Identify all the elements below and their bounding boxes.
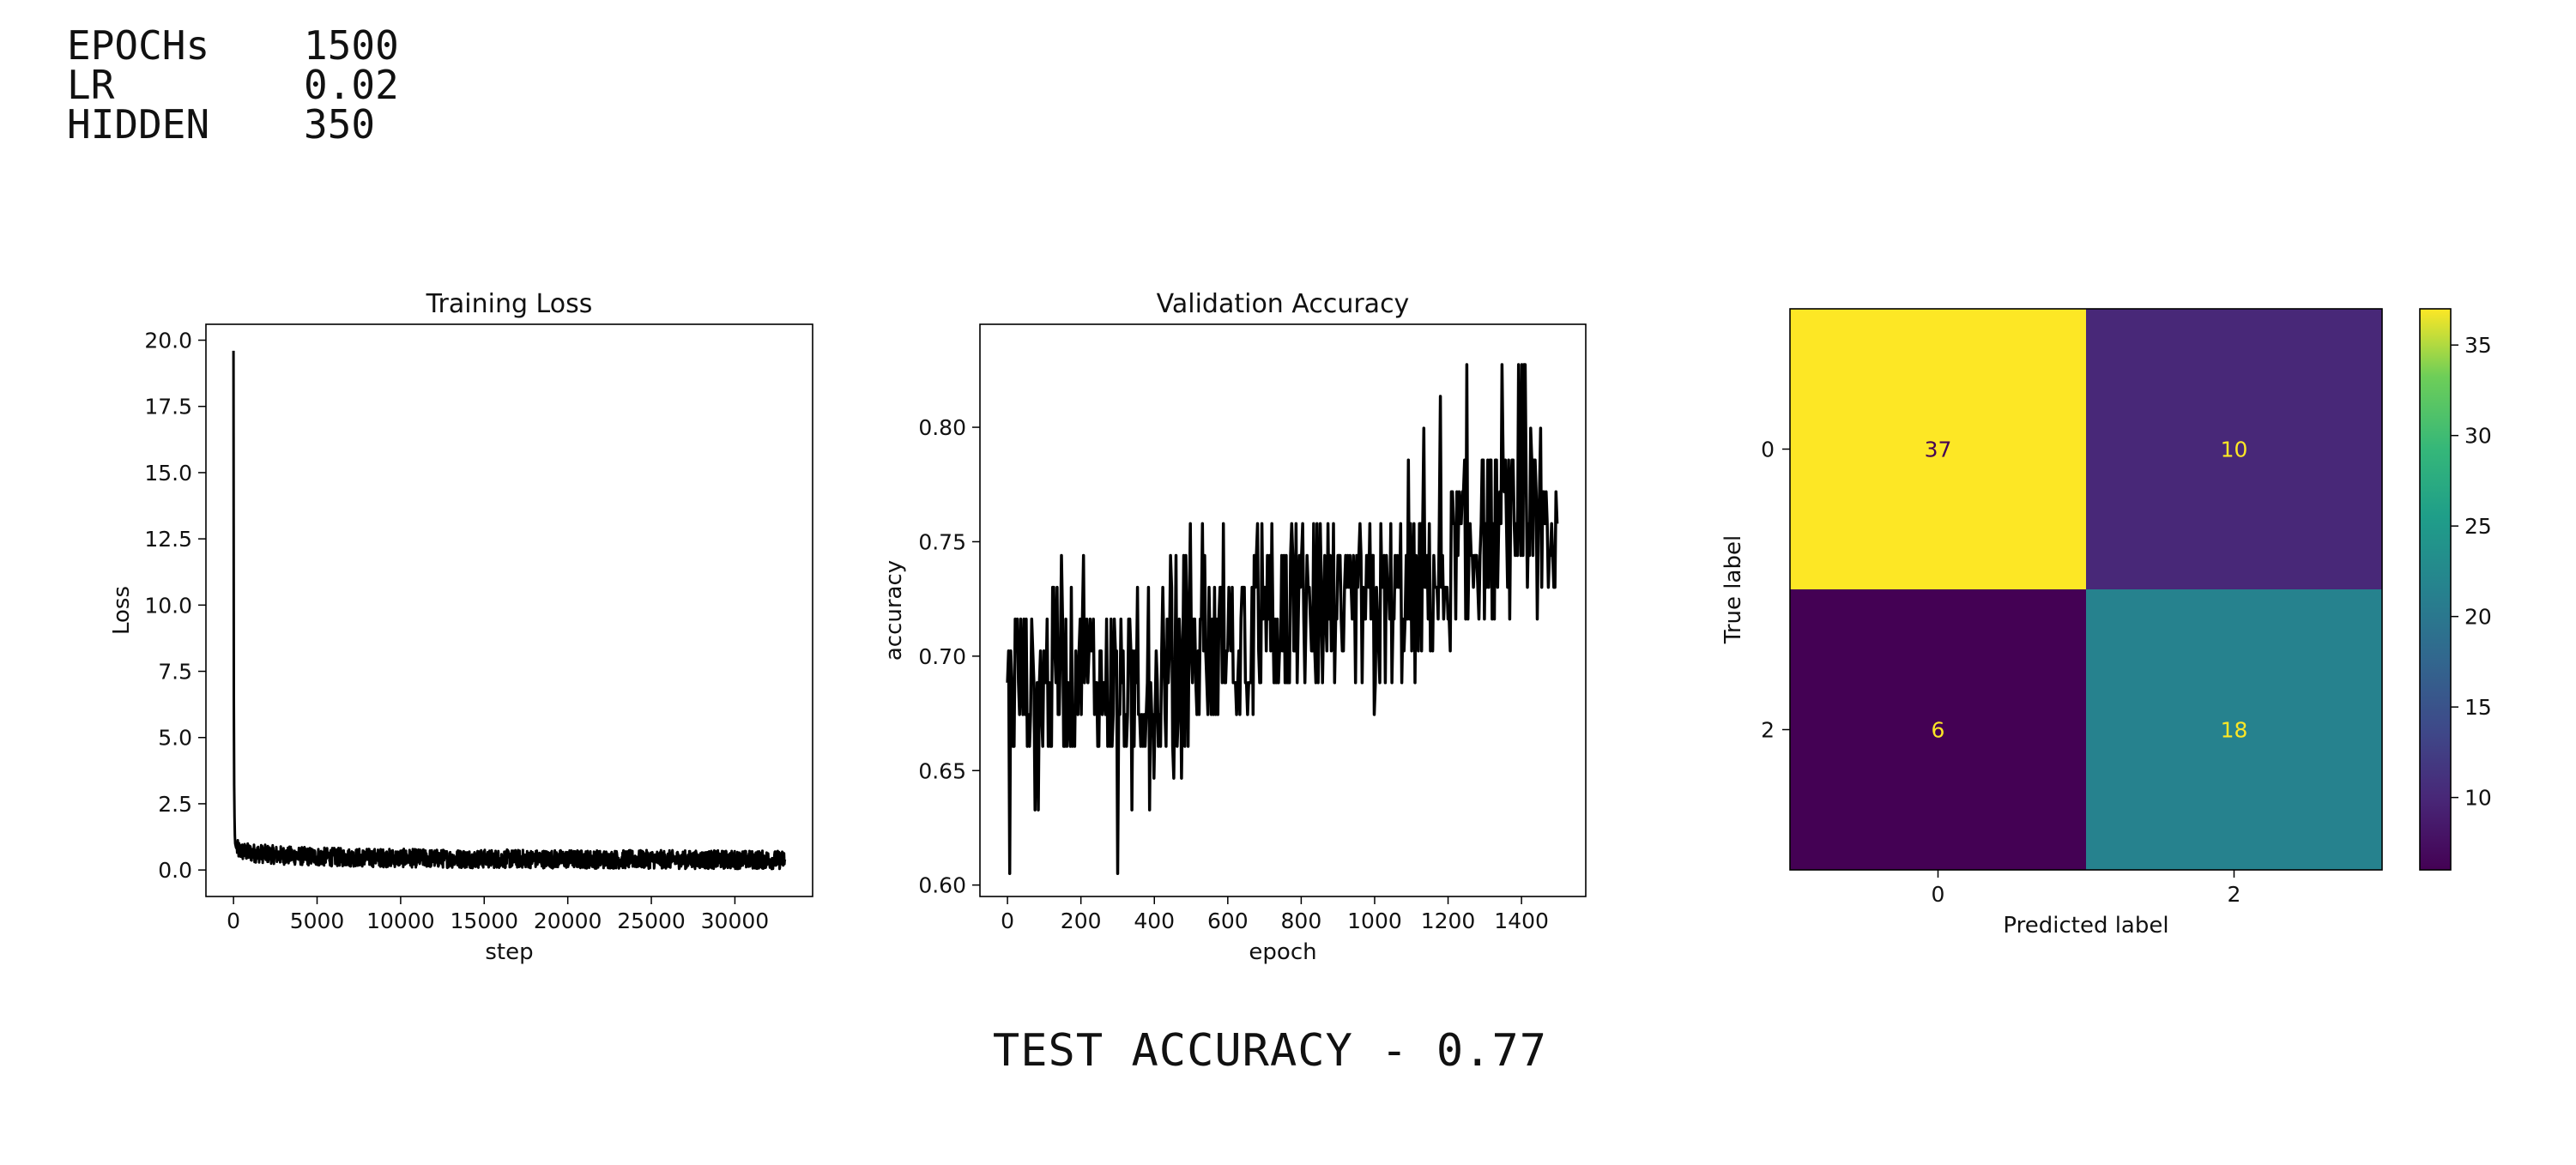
accuracy-xlabel: epoch [1249,939,1316,965]
colorbar-tick-label: 20 [2464,605,2492,630]
cell-value: 37 [1925,438,1952,462]
loss-xtick-label: 30000 [701,908,770,933]
loss-xtick-label: 20000 [534,908,602,933]
matrix-ytick-label: 2 [1761,718,1775,743]
matrix-xtick-label: 2 [2228,882,2241,907]
matrix-cell [2086,589,2382,870]
colorbar-tick-label: 30 [2464,424,2492,449]
accuracy-xtick-label: 400 [1134,908,1175,933]
accuracy-ytick-label: 0.75 [918,529,966,554]
matrix-cell [1790,589,2086,870]
hyperparameters: EPOCHs 1500 LR 0.02 HIDDEN 350 [67,26,399,144]
param-key: EPOCHs [67,22,210,69]
loss-ytick-label: 17.5 [144,395,192,420]
loss-ytick-label: 2.5 [158,792,192,817]
accuracy-xtick-label: 600 [1207,908,1249,933]
param-row: HIDDEN 350 [67,105,399,144]
colorbar-tick-label: 15 [2464,695,2492,720]
param-row: EPOCHs 1500 [67,26,399,65]
param-value: 1500 [304,22,399,69]
matrix-ylabel: True label [1720,535,1746,644]
colorbar-tick-label: 35 [2464,333,2492,358]
loss-xtick-label: 15000 [450,908,519,933]
cell-value: 10 [2221,438,2248,462]
accuracy-chart: 0 200 400 600 800 1000 1200 1400 0.60 0.65 0.70 0.7… [881,289,1587,965]
matrix-xtick-label: 0 [1932,882,1945,907]
loss-xtick-label: 5000 [290,908,345,933]
param-key: HIDDEN [67,101,210,148]
loss-ytick-label: 5.0 [158,726,192,751]
accuracy-ytick-label: 0.80 [918,415,966,440]
test-accuracy: TEST ACCURACY - 0.77 [992,1025,1548,1077]
matrix-frame [1789,308,2383,871]
accuracy-xtick-label: 1200 [1421,908,1476,933]
loss-axes-frame [205,323,813,897]
accuracy-axes-frame [979,323,1587,897]
loss-xlabel: step [485,939,533,965]
matrix-ytick-label: 0 [1761,438,1775,462]
loss-series-line [232,350,787,871]
accuracy-ylabel: accuracy [881,560,907,661]
accuracy-ytick-label: 0.65 [918,758,966,783]
loss-ytick-label: 15.0 [144,461,192,486]
accuracy-xtick-label: 0 [1001,908,1014,933]
accuracy-ytick-label: 0.70 [918,644,966,669]
matrix-xlabel: Predicted label [2003,913,2168,939]
loss-xtick-label: 0 [227,908,240,933]
loss-xtick-label: 10000 [366,908,435,933]
loss-ytick-label: 12.5 [144,527,192,552]
loss-ytick-label: 7.5 [158,660,192,685]
param-value: 0.02 [304,62,399,108]
matrix-cell [1790,309,2086,589]
param-value: 350 [304,101,376,148]
loss-title: Training Loss [426,289,593,319]
accuracy-xtick-label: 1000 [1347,908,1402,933]
colorbar [2419,308,2452,871]
accuracy-title: Validation Accuracy [1157,289,1410,319]
loss-ytick-label: 10.0 [144,593,192,618]
accuracy-xtick-label: 800 [1281,908,1322,933]
cell-value: 18 [2221,718,2248,743]
accuracy-ytick-label: 0.60 [918,873,966,898]
accuracy-series-line [1006,363,1559,876]
matrix-cell [2086,309,2382,589]
colorbar-tick-label: 25 [2464,514,2492,539]
param-key: LR [67,62,115,108]
loss-xtick-label: 25000 [617,908,686,933]
colorbar-tick-label: 10 [2464,786,2492,811]
loss-ytick-label: 20.0 [144,329,192,353]
loss-ytick-label: 0.0 [158,858,192,883]
accuracy-xtick-label: 1400 [1494,908,1549,933]
loss-ylabel: Loss [109,586,135,635]
cell-value: 6 [1932,718,1945,743]
param-row: LR 0.02 [67,65,399,105]
accuracy-xtick-label: 200 [1061,908,1102,933]
loss-chart: 0 5000 10000 15000 20000 25000 30000 0.0 2.5 5.0 7… [109,289,813,965]
